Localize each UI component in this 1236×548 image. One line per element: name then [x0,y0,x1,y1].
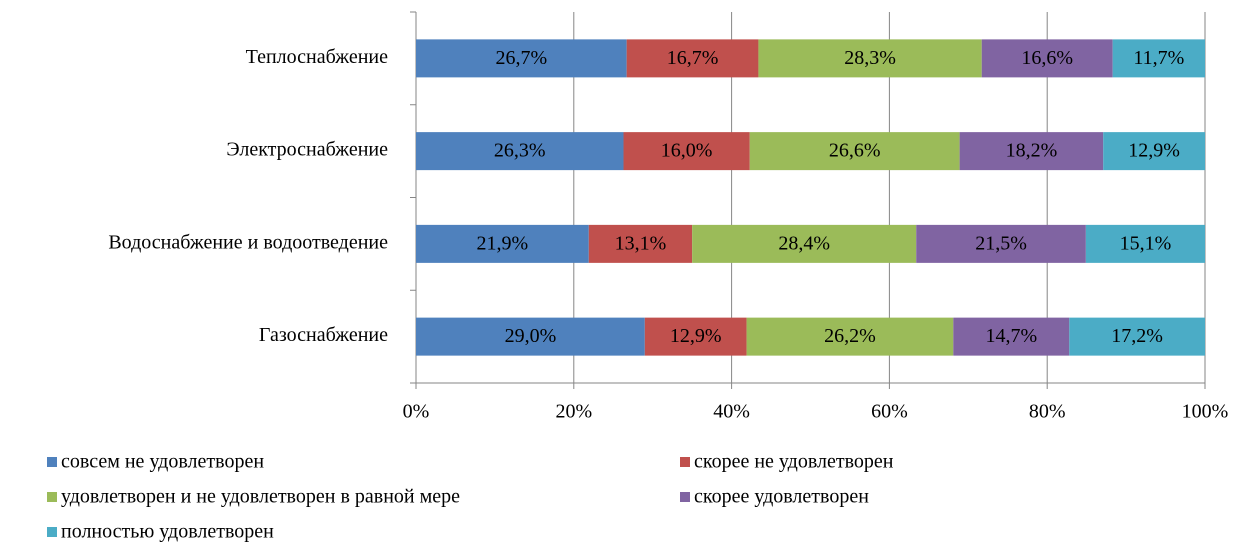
bar-segment [416,39,627,78]
bar-segment [626,39,759,78]
legend-label: скорее не удовлетворен [694,451,894,473]
value-label: 16,6% [1021,47,1073,69]
bar-segment [588,224,693,263]
y-tick-label: Электроснабжение [226,139,388,161]
x-tick-label: 100% [1182,401,1229,423]
legend-label: полностью удовлетворен [61,521,274,543]
legend-swatch [47,492,57,502]
bar-segment [1085,224,1205,263]
value-label: 21,5% [975,232,1027,254]
value-label: 29,0% [505,325,557,347]
value-label: 28,3% [844,47,896,69]
y-tick-label: Газоснабжение [259,324,388,346]
legend-label: удовлетворен и не удовлетворен в равной … [61,486,460,508]
value-label: 12,9% [1128,140,1180,162]
bar-segment [746,317,954,356]
bar-segment [1103,132,1205,171]
bar-segment [1069,317,1205,356]
bar-segment [416,317,645,356]
value-label: 26,7% [495,47,547,69]
value-label: 18,2% [1006,140,1058,162]
value-label: 12,9% [670,325,722,347]
value-label: 16,7% [667,47,719,69]
legend-label: совсем не удовлетворен [61,451,264,473]
legend-swatch [47,457,57,467]
value-label: 26,2% [824,325,876,347]
legend-label: скорее удовлетворен [694,486,869,508]
value-label: 28,4% [778,232,830,254]
x-tick-label: 20% [555,401,592,423]
x-tick-label: 0% [403,401,430,423]
x-tick-label: 80% [1029,401,1066,423]
bar-segment [692,224,917,263]
value-label: 17,2% [1111,325,1163,347]
bar-segment [981,39,1113,78]
value-label: 21,9% [477,232,529,254]
x-tick-label: 40% [713,401,750,423]
bar-segment [959,132,1104,171]
bar-segment [758,39,982,78]
value-label: 11,7% [1133,47,1184,69]
bar-segment [916,224,1086,263]
bar-segment [749,132,960,171]
value-label: 13,1% [615,232,667,254]
bar-segment [416,224,589,263]
legend-swatch [47,527,57,537]
legend-swatch [680,457,690,467]
y-tick-label: Водоснабжение и водоотведение [108,231,388,253]
value-label: 26,6% [829,140,881,162]
bar-segment [644,317,747,356]
legend-swatch [680,492,690,502]
bar-segment [1112,39,1205,78]
value-label: 16,0% [661,140,713,162]
y-tick-label: Теплоснабжение [246,46,388,68]
bar-segment [623,132,750,171]
value-label: 15,1% [1120,232,1172,254]
bar-segment [416,132,624,171]
value-label: 14,7% [985,325,1037,347]
value-label: 26,3% [494,140,546,162]
bar-segment [953,317,1070,356]
x-tick-label: 60% [871,401,908,423]
